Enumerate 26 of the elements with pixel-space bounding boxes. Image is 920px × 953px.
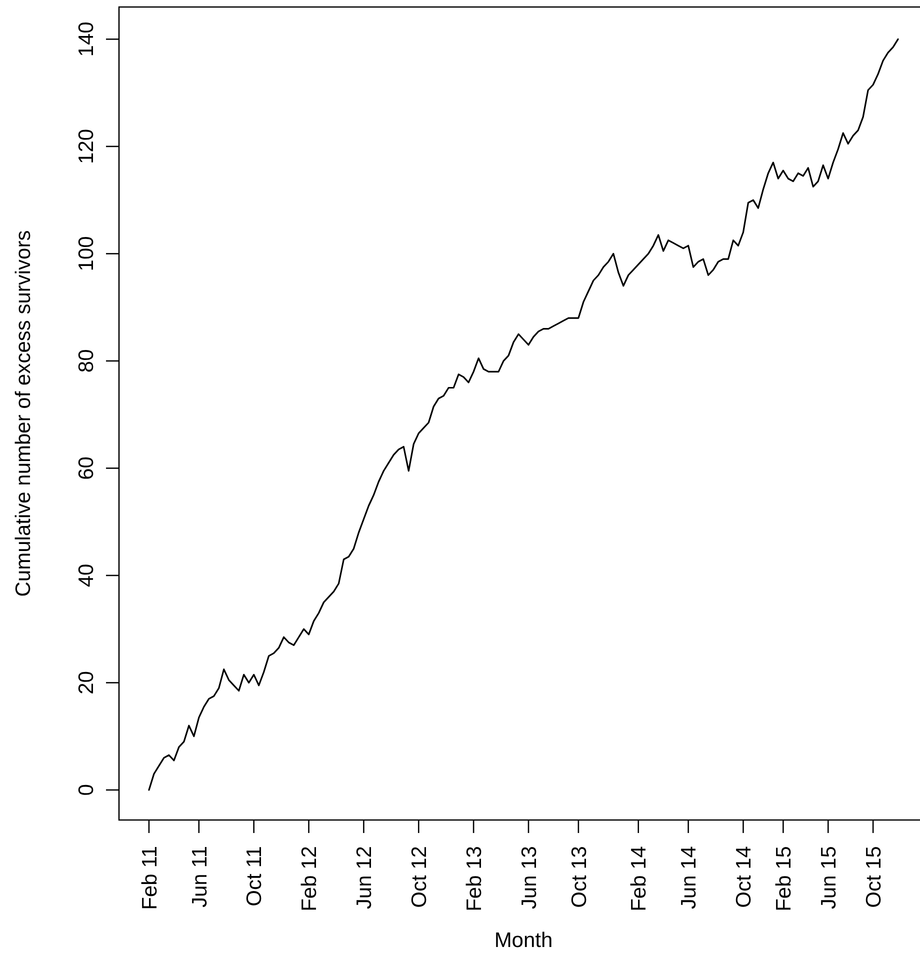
x-tick-label: Oct 11 bbox=[243, 846, 266, 906]
x-tick-label: Oct 14 bbox=[732, 846, 756, 908]
x-tick-label: Jun 15 bbox=[817, 846, 840, 910]
x-tick-label: Feb 14 bbox=[628, 846, 651, 912]
y-axis-title: Cumulative number of excess survivors bbox=[12, 230, 35, 597]
y-tick-label: 80 bbox=[75, 349, 98, 373]
x-tick-label: Feb 11 bbox=[138, 846, 162, 910]
x-tick-label: Jun 12 bbox=[353, 846, 376, 910]
x-tick-label: Jun 14 bbox=[678, 846, 701, 910]
x-tick-label: Jun 13 bbox=[518, 846, 541, 910]
y-tick-label: 0 bbox=[75, 784, 98, 796]
y-tick-label: 60 bbox=[75, 456, 98, 480]
y-tick-label: 20 bbox=[75, 671, 98, 694]
line-series bbox=[148, 38, 899, 791]
x-tick-label: Feb 12 bbox=[298, 846, 322, 912]
y-tick-label: 140 bbox=[75, 22, 98, 57]
x-tick-label: Oct 12 bbox=[408, 846, 431, 908]
y-tick-label: 40 bbox=[75, 564, 98, 588]
x-tick-label: Feb 13 bbox=[462, 846, 486, 912]
y-tick-label: 100 bbox=[75, 236, 98, 272]
x-tick-label: Feb 15 bbox=[772, 846, 796, 912]
x-tick-label: Oct 13 bbox=[568, 846, 591, 908]
y-tick-label: 120 bbox=[75, 128, 98, 164]
x-tick-label: Oct 15 bbox=[862, 846, 886, 908]
x-tick-label: Jun 11 bbox=[188, 846, 212, 908]
x-axis-title: Month bbox=[494, 929, 553, 952]
